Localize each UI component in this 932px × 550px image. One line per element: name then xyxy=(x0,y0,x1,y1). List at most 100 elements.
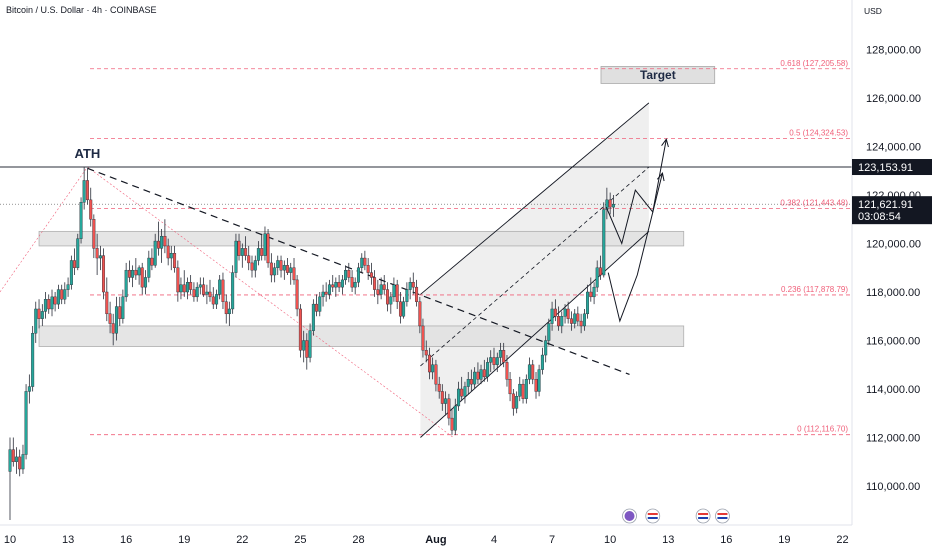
candle-body-44 xyxy=(150,257,154,266)
projection-arrow-upper-head xyxy=(661,138,669,148)
candle-body-92 xyxy=(305,340,309,358)
candle-body-46 xyxy=(156,240,160,249)
candle-body-176 xyxy=(576,313,580,322)
candle-body-80 xyxy=(266,233,270,264)
projection-arrow-lower xyxy=(607,173,663,323)
candle-body-45 xyxy=(153,240,157,266)
candle-body-122 xyxy=(402,301,406,317)
candle-body-48 xyxy=(163,236,167,247)
channel-fill xyxy=(420,102,649,438)
candle-body-107 xyxy=(353,282,357,288)
candle-body-61 xyxy=(205,291,209,295)
candle-body-126 xyxy=(415,286,419,302)
candle-body-3 xyxy=(18,456,22,470)
fib-label-4: 0 (112,116.70) xyxy=(797,425,848,434)
candle-body-11 xyxy=(43,299,47,312)
candle-body-42 xyxy=(144,277,148,288)
candle-body-75 xyxy=(250,262,254,271)
candle-body-115 xyxy=(379,284,383,295)
candle-body-178 xyxy=(582,313,586,327)
candle-body-31 xyxy=(108,313,112,324)
time-tick-5: 25 xyxy=(294,534,306,546)
candle-body-64 xyxy=(215,294,219,305)
candle-body-103 xyxy=(340,279,344,288)
candle-body-170 xyxy=(556,316,560,327)
candle-body-140 xyxy=(460,388,464,397)
candle-body-99 xyxy=(327,284,331,295)
projection-arrow-lower-head xyxy=(656,172,665,182)
overlay-layer xyxy=(605,138,669,323)
candle-body-66 xyxy=(221,279,225,302)
candle-body-135 xyxy=(444,398,448,404)
candle-body-150 xyxy=(492,357,496,365)
candle-body-68 xyxy=(227,308,231,315)
candle-body-166 xyxy=(544,340,548,356)
candle-body-87 xyxy=(289,267,293,273)
ath-price-label: 123,153.91 xyxy=(858,162,913,174)
candle-body-14 xyxy=(53,296,57,305)
fib-diagonal xyxy=(87,166,454,438)
candle-body-37 xyxy=(127,269,131,278)
candle-body-93 xyxy=(308,330,312,358)
candle-body-184 xyxy=(602,209,606,276)
candle-body-33 xyxy=(114,306,118,334)
candle-body-158 xyxy=(518,383,522,397)
candle-body-121 xyxy=(398,301,402,317)
candle-body-131 xyxy=(431,364,435,373)
candle-body-111 xyxy=(366,265,370,273)
candle-body-102 xyxy=(337,282,341,288)
candle-body-100 xyxy=(331,284,335,288)
event-icon-crypto-inner xyxy=(624,511,635,521)
candle-body-81 xyxy=(269,262,273,276)
price-tick-8: 126,000.00 xyxy=(866,93,921,105)
ath-label: ATH xyxy=(75,146,101,161)
fib-diagonal-left xyxy=(0,166,88,293)
candle-body-62 xyxy=(208,291,212,298)
price-tick-7: 124,000.00 xyxy=(866,142,921,154)
candle-body-181 xyxy=(592,286,596,298)
candle-body-177 xyxy=(579,320,583,327)
candle-body-12 xyxy=(47,299,51,310)
events-layer xyxy=(622,508,730,524)
candle-body-180 xyxy=(589,291,593,298)
candle-body-95 xyxy=(314,303,318,312)
candle-body-59 xyxy=(198,284,202,288)
price-axis: 110,000.00 112,000.00 114,000.00 116,000.00… xyxy=(851,0,932,525)
candle-body-17 xyxy=(63,289,67,300)
zones-layer: Target xyxy=(38,66,716,438)
candle-body-15 xyxy=(56,289,60,305)
candle-body-186 xyxy=(608,199,612,208)
candle-body-55 xyxy=(186,282,190,293)
candle-body-159 xyxy=(521,383,525,399)
candle-body-63 xyxy=(211,296,215,305)
candle-body-23 xyxy=(82,180,86,203)
candle-body-125 xyxy=(411,282,415,288)
candle-body-86 xyxy=(285,265,289,273)
candle-body-30 xyxy=(105,291,109,315)
sr-zone-1 xyxy=(38,325,685,347)
candle-body-52 xyxy=(176,267,180,293)
candle-body-69 xyxy=(231,272,235,310)
event-icon-us-1-stripe-a xyxy=(647,513,658,515)
time-tick-0: 10 xyxy=(4,534,16,546)
time-tick-4: 22 xyxy=(236,534,248,546)
candle-body-0 xyxy=(8,449,12,472)
candle-body-143 xyxy=(469,379,473,385)
candle-body-40 xyxy=(137,267,141,276)
candle-body-161 xyxy=(527,364,531,380)
candle-body-57 xyxy=(192,289,196,298)
candle-body-6 xyxy=(27,386,31,392)
candle-body-90 xyxy=(298,308,302,351)
target-zone xyxy=(600,66,716,84)
candle-body-16 xyxy=(60,289,64,300)
candle-body-149 xyxy=(489,357,493,363)
fibonacci-layer: 0.618 (127,205.58) 0.5 (124,324.53) 0.382 … xyxy=(0,59,852,438)
candle-body-50 xyxy=(169,252,173,259)
candle-body-74 xyxy=(247,255,251,264)
candle-body-118 xyxy=(389,296,393,305)
candle-body-84 xyxy=(279,260,283,271)
candle-body-18 xyxy=(66,284,70,290)
bar-countdown-label: 03:08:54 xyxy=(858,211,901,223)
candle-body-7 xyxy=(31,333,35,387)
